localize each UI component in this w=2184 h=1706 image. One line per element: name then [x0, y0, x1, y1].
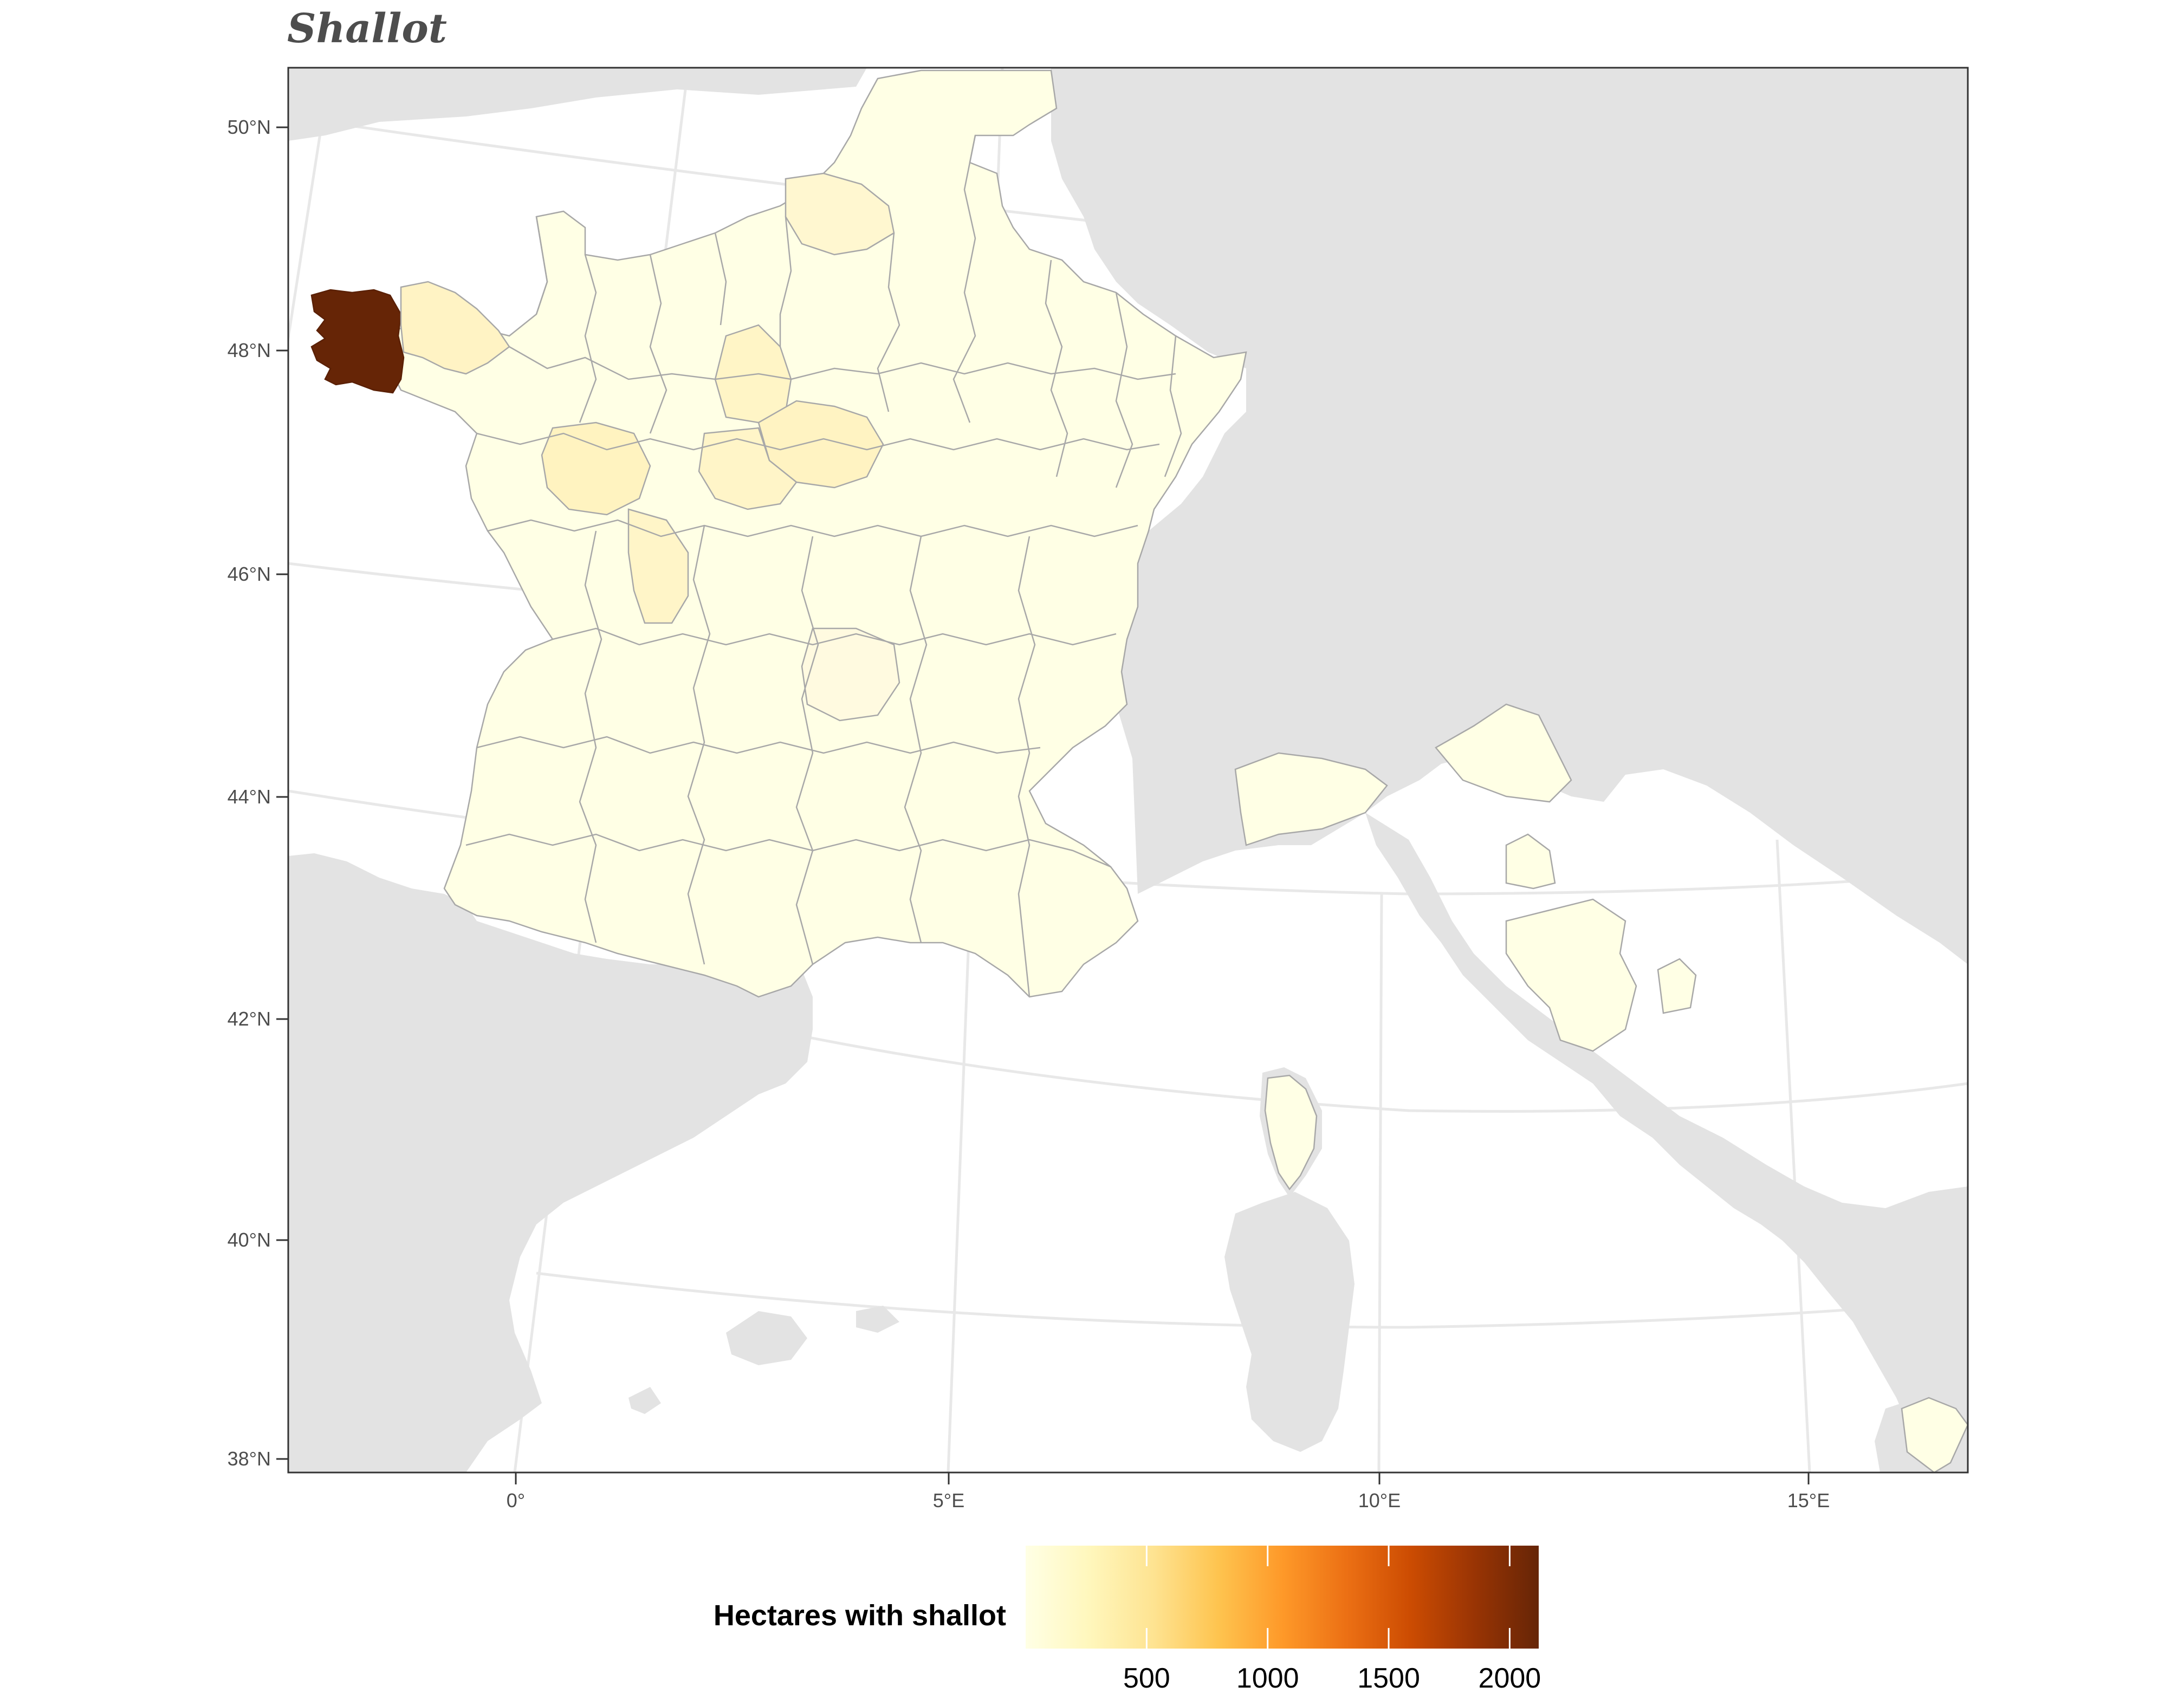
lat-label: 46°N [228, 563, 271, 585]
france-departments [310, 69, 1247, 998]
lat-label: 40°N [228, 1229, 271, 1251]
map-frame [287, 67, 1969, 1474]
lon-label: 0° [507, 1489, 525, 1512]
legend-colorbar [1026, 1546, 1539, 1649]
region-somme[interactable] [785, 172, 895, 256]
legend-tick-label: 1500 [1357, 1663, 1420, 1694]
lat-label: 50°N [228, 116, 271, 138]
region-campania[interactable] [1657, 958, 1697, 1014]
region-vienne[interactable] [627, 508, 689, 624]
region-loir-et-cher[interactable] [698, 427, 798, 510]
department-borders [465, 135, 1182, 997]
background-land [288, 68, 1968, 1473]
lat-label: 44°N [228, 786, 271, 808]
region-calabria[interactable] [1901, 1397, 1968, 1473]
region-puy-de-dome[interactable] [801, 627, 900, 722]
map-title: Shallot [287, 5, 447, 52]
region-lazio[interactable] [1505, 898, 1637, 1052]
legend-tick-label: 2000 [1479, 1663, 1541, 1694]
region-liguria[interactable] [1234, 752, 1388, 846]
legend-ticks: 500 1000 1500 2000 [1123, 1546, 1541, 1694]
region-finistere[interactable] [310, 289, 405, 394]
map-panel [288, 68, 1968, 1473]
region-veneto[interactable] [1435, 703, 1572, 803]
region-marche[interactable] [1505, 833, 1556, 890]
lon-label: 10°E [1358, 1489, 1401, 1512]
lon-label: 15°E [1787, 1489, 1830, 1512]
lat-label: 42°N [228, 1008, 271, 1030]
region-cotes-armor[interactable] [400, 281, 510, 375]
lat-label: 48°N [228, 339, 271, 361]
lon-label: 5°E [933, 1489, 964, 1512]
legend-tick-label: 1000 [1236, 1663, 1299, 1694]
lon-axis: 0° 5°E 10°E 15°E [507, 1473, 1830, 1512]
region-corsica[interactable] [1264, 1074, 1318, 1191]
lat-label: 38°N [228, 1448, 271, 1470]
other-regions [1234, 703, 1968, 1473]
legend-title: Hectares with shallot [714, 1599, 1006, 1632]
legend-tick-label: 500 [1123, 1663, 1170, 1694]
lat-axis: 50°N 48°N 46°N 44°N 42°N 40°N 38°N [228, 116, 288, 1470]
color-legend: Hectares with shallot 500 1000 1500 2000 [714, 1546, 1541, 1694]
